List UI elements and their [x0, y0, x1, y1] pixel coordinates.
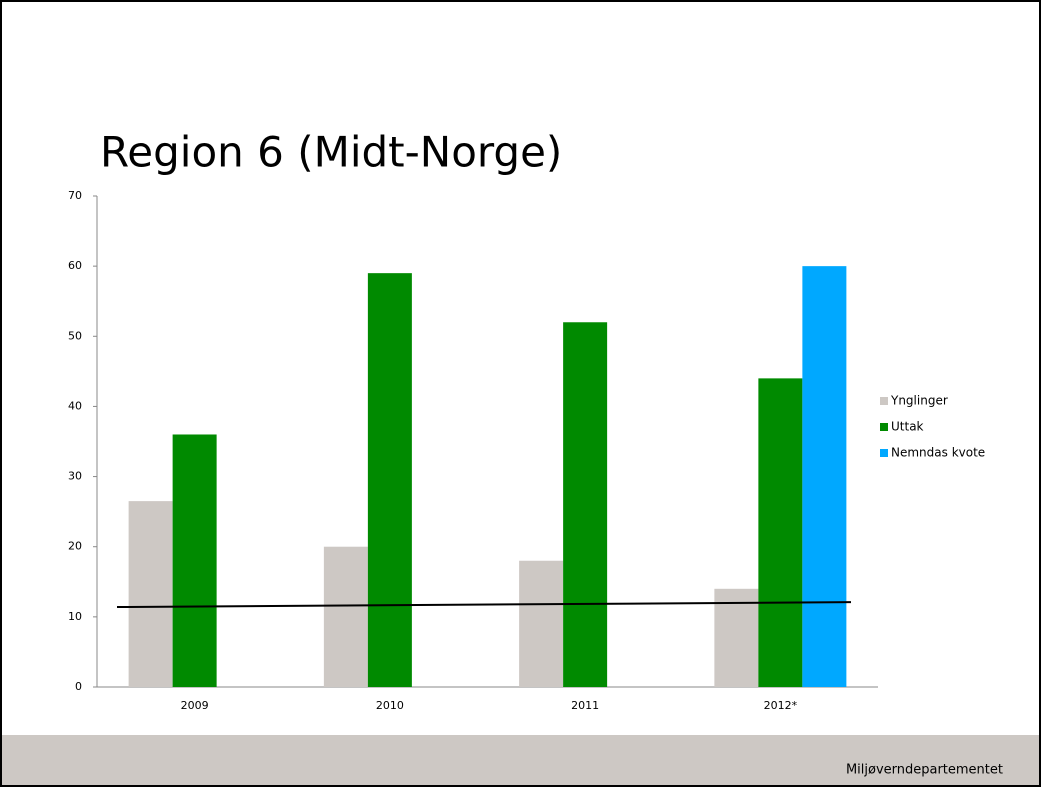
legend-label: Ynglinger [890, 394, 948, 408]
legend-swatch [880, 397, 888, 405]
y-tick-label: 50 [68, 329, 82, 342]
y-tick-label: 20 [68, 540, 82, 553]
footer-band [2, 735, 1039, 785]
x-tick-label: 2011 [571, 699, 599, 712]
bar [802, 266, 847, 687]
x-tick-label: 2012* [764, 699, 798, 712]
chart-title: Region 6 (Midt-Norge) [100, 128, 562, 177]
y-tick-label: 10 [68, 610, 82, 623]
trend-line [116, 601, 852, 609]
y-tick-label: 30 [68, 470, 82, 483]
legend-label: Uttak [891, 420, 924, 434]
bar [367, 273, 412, 687]
bar [172, 434, 217, 687]
legend-swatch [880, 423, 888, 431]
legend-swatch [880, 449, 888, 457]
footer-text: Miljøverndepartementet [846, 763, 1003, 778]
y-tick-label: 40 [68, 399, 82, 412]
bar [323, 546, 368, 687]
bar [758, 378, 803, 687]
y-tick-label: 70 [68, 189, 82, 202]
bar [519, 560, 564, 687]
bar [128, 501, 173, 687]
x-tick-label: 2010 [376, 699, 404, 712]
y-tick-label: 0 [75, 680, 82, 693]
x-tick-label: 2009 [181, 699, 209, 712]
bar [714, 588, 759, 687]
bar [563, 322, 608, 687]
y-tick-label: 60 [68, 259, 82, 272]
legend-label: Nemndas kvote [891, 446, 985, 460]
